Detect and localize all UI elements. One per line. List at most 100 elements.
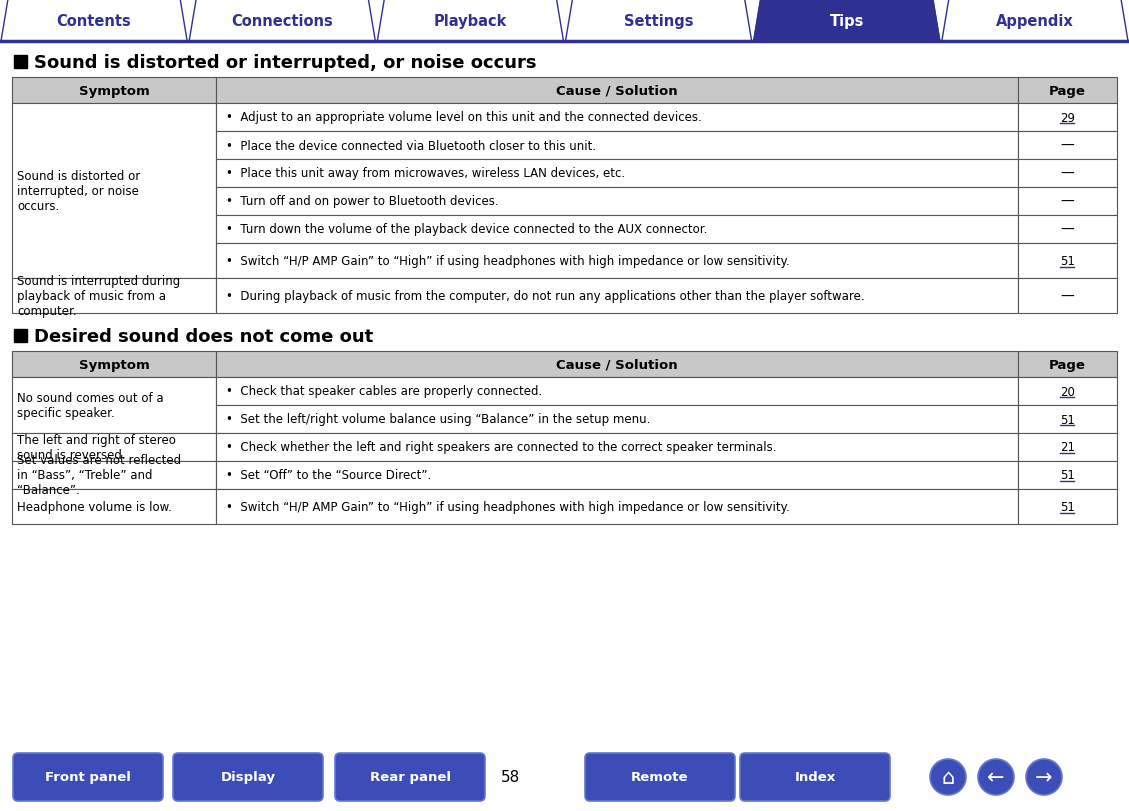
Text: The left and right of stereo
sound is reversed.: The left and right of stereo sound is re… bbox=[17, 433, 176, 461]
Bar bbox=[1017, 132, 1117, 160]
Text: Contents: Contents bbox=[56, 14, 131, 28]
Text: •  Set the left/right volume balance using “Balance” in the setup menu.: • Set the left/right volume balance usin… bbox=[227, 413, 650, 426]
Text: •  Check that speaker cables are properly connected.: • Check that speaker cables are properly… bbox=[227, 385, 543, 398]
Bar bbox=[1017, 279, 1117, 314]
Text: Headphone volume is low.: Headphone volume is low. bbox=[17, 500, 172, 513]
Polygon shape bbox=[14, 56, 27, 69]
Bar bbox=[1017, 188, 1117, 216]
Text: •  Switch “H/P AMP Gain” to “High” if using headphones with high impedance or lo: • Switch “H/P AMP Gain” to “High” if usi… bbox=[227, 255, 790, 268]
Bar bbox=[1017, 78, 1117, 104]
Text: 58: 58 bbox=[500, 770, 519, 784]
Text: ←: ← bbox=[987, 767, 1005, 787]
Text: Cause / Solution: Cause / Solution bbox=[557, 84, 677, 97]
Bar bbox=[12, 378, 217, 433]
Text: 20: 20 bbox=[1060, 385, 1075, 398]
Bar bbox=[217, 489, 1017, 525]
Text: Display: Display bbox=[220, 770, 275, 783]
Bar bbox=[1017, 406, 1117, 433]
Text: Sound is distorted or interrupted, or noise occurs: Sound is distorted or interrupted, or no… bbox=[34, 54, 536, 71]
Text: Playback: Playback bbox=[434, 14, 507, 28]
Text: Tips: Tips bbox=[830, 14, 864, 28]
Text: Sound is distorted or
interrupted, or noise
occurs.: Sound is distorted or interrupted, or no… bbox=[17, 169, 140, 212]
Bar bbox=[12, 351, 217, 378]
Polygon shape bbox=[566, 0, 752, 42]
Bar bbox=[217, 433, 1017, 461]
Text: Appendix: Appendix bbox=[996, 14, 1074, 28]
Polygon shape bbox=[942, 0, 1128, 42]
Polygon shape bbox=[377, 0, 563, 42]
FancyBboxPatch shape bbox=[14, 753, 163, 801]
Text: •  Turn off and on power to Bluetooth devices.: • Turn off and on power to Bluetooth dev… bbox=[227, 195, 499, 208]
Text: Desired sound does not come out: Desired sound does not come out bbox=[34, 327, 374, 345]
Text: •  During playback of music from the computer, do not run any applications other: • During playback of music from the comp… bbox=[227, 290, 865, 303]
Text: 51: 51 bbox=[1060, 469, 1075, 482]
Text: Page: Page bbox=[1049, 358, 1086, 371]
FancyBboxPatch shape bbox=[173, 753, 323, 801]
Bar bbox=[12, 104, 217, 279]
Bar bbox=[1017, 216, 1117, 243]
Bar bbox=[217, 216, 1017, 243]
Text: ⌂: ⌂ bbox=[942, 767, 955, 787]
Text: •  Place the device connected via Bluetooth closer to this unit.: • Place the device connected via Bluetoo… bbox=[227, 139, 596, 152]
Polygon shape bbox=[754, 0, 939, 42]
Bar bbox=[217, 351, 1017, 378]
Bar bbox=[217, 378, 1017, 406]
Text: Connections: Connections bbox=[231, 14, 333, 28]
Bar bbox=[217, 279, 1017, 314]
Bar bbox=[1017, 489, 1117, 525]
Text: 51: 51 bbox=[1060, 500, 1075, 513]
Text: Front panel: Front panel bbox=[45, 770, 131, 783]
Text: Rear panel: Rear panel bbox=[369, 770, 450, 783]
Text: 51: 51 bbox=[1060, 255, 1075, 268]
Text: —: — bbox=[1060, 195, 1074, 208]
Bar bbox=[1017, 461, 1117, 489]
Bar bbox=[1017, 378, 1117, 406]
Text: —: — bbox=[1060, 290, 1074, 303]
Text: —: — bbox=[1060, 139, 1074, 152]
Bar bbox=[12, 461, 217, 489]
Text: Symptom: Symptom bbox=[79, 84, 149, 97]
Bar bbox=[12, 279, 217, 314]
Bar bbox=[217, 160, 1017, 188]
Polygon shape bbox=[190, 0, 375, 42]
Text: •  Place this unit away from microwaves, wireless LAN devices, etc.: • Place this unit away from microwaves, … bbox=[227, 167, 625, 180]
Bar bbox=[1017, 104, 1117, 132]
FancyBboxPatch shape bbox=[335, 753, 485, 801]
Text: Remote: Remote bbox=[631, 770, 689, 783]
Bar bbox=[217, 243, 1017, 279]
Text: —: — bbox=[1060, 167, 1074, 181]
Text: •  Check whether the left and right speakers are connected to the correct speake: • Check whether the left and right speak… bbox=[227, 441, 777, 454]
Text: 29: 29 bbox=[1060, 111, 1075, 124]
Polygon shape bbox=[14, 329, 27, 342]
Circle shape bbox=[1026, 759, 1062, 795]
Bar bbox=[217, 188, 1017, 216]
Bar bbox=[1017, 243, 1117, 279]
Text: 21: 21 bbox=[1060, 441, 1075, 454]
FancyBboxPatch shape bbox=[585, 753, 735, 801]
Text: No sound comes out of a
specific speaker.: No sound comes out of a specific speaker… bbox=[17, 392, 164, 419]
Bar bbox=[12, 433, 217, 461]
Bar bbox=[217, 132, 1017, 160]
Bar bbox=[1017, 351, 1117, 378]
Circle shape bbox=[930, 759, 966, 795]
Text: •  Turn down the volume of the playback device connected to the AUX connector.: • Turn down the volume of the playback d… bbox=[227, 223, 708, 236]
Text: Index: Index bbox=[795, 770, 835, 783]
Text: —: — bbox=[1060, 223, 1074, 237]
Text: Set values are not reflected
in “Bass”, “Treble” and
“Balance”.: Set values are not reflected in “Bass”, … bbox=[17, 454, 181, 497]
Text: 51: 51 bbox=[1060, 413, 1075, 426]
Text: →: → bbox=[1035, 767, 1052, 787]
Bar bbox=[1017, 160, 1117, 188]
Text: Page: Page bbox=[1049, 84, 1086, 97]
Polygon shape bbox=[1, 0, 187, 42]
Text: Sound is interrupted during
playback of music from a
computer.: Sound is interrupted during playback of … bbox=[17, 275, 181, 318]
Bar bbox=[217, 406, 1017, 433]
Text: •  Switch “H/P AMP Gain” to “High” if using headphones with high impedance or lo: • Switch “H/P AMP Gain” to “High” if usi… bbox=[227, 500, 790, 513]
Bar bbox=[12, 489, 217, 525]
Bar bbox=[217, 104, 1017, 132]
Text: Settings: Settings bbox=[624, 14, 693, 28]
Text: •  Set “Off” to the “Source Direct”.: • Set “Off” to the “Source Direct”. bbox=[227, 469, 431, 482]
FancyBboxPatch shape bbox=[739, 753, 890, 801]
Bar bbox=[217, 461, 1017, 489]
Text: •  Adjust to an appropriate volume level on this unit and the connected devices.: • Adjust to an appropriate volume level … bbox=[227, 111, 702, 124]
Bar bbox=[217, 78, 1017, 104]
